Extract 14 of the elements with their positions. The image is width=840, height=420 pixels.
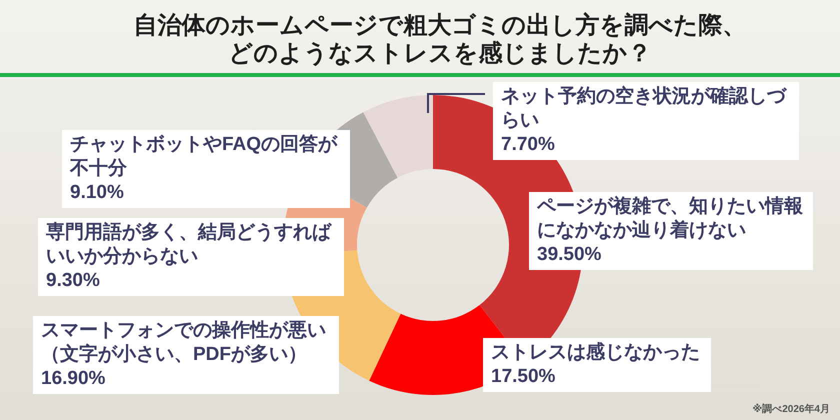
chart-title: 自治体のホームページで粗大ゴミの出し方を調べた際、どのようなストレスを感じましたか？ <box>132 12 748 68</box>
slice-label: ネット予約の空き状況が確認しづらい <box>501 86 786 131</box>
data-label: 9.10% <box>70 182 124 203</box>
slice-label: チャットボットやFAQの回答が不十分 <box>70 134 338 179</box>
data-label: 7.70% <box>501 134 555 155</box>
data-label: 39.50% <box>537 244 602 265</box>
data-label: 16.90% <box>41 368 106 389</box>
slice-label: スマートフォンでの操作性が悪い（文字が小さい、PDFが多い） <box>41 320 326 365</box>
data-label: 9.30% <box>46 270 100 291</box>
slice-label: ストレスは感じなかった <box>491 342 700 363</box>
slice-label: ページが複雑で、知りたい情報になかなか辿り着けない <box>537 196 803 241</box>
data-label: 17.50% <box>491 366 556 387</box>
text: ※調べ2026年4月 <box>752 402 830 416</box>
slice-label: 専門用語が多く、結局どうすればいいか分からない <box>46 222 331 267</box>
